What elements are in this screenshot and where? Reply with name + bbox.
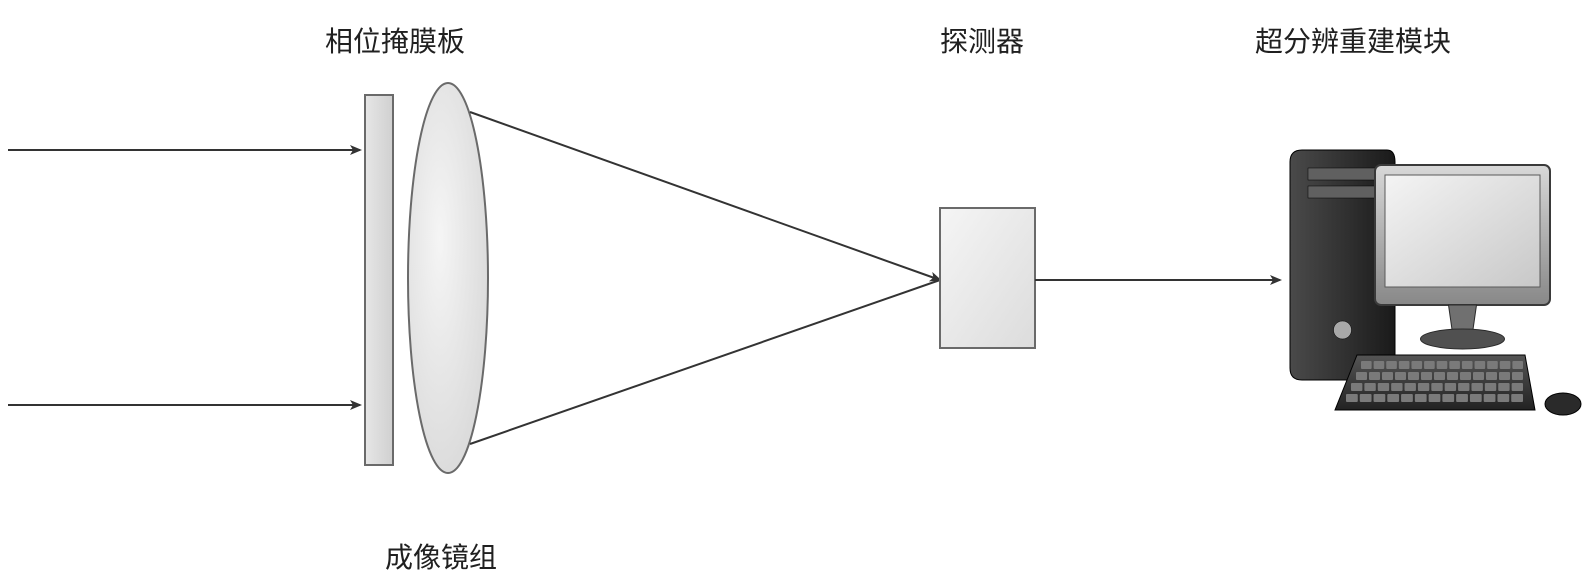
imaging-lens	[408, 83, 488, 473]
computer-icon	[1290, 150, 1581, 415]
ray-lens-top	[470, 112, 940, 280]
label-super-resolution-module: 超分辨重建模块	[1255, 20, 1451, 60]
label-phase-mask: 相位掩膜板	[325, 20, 465, 60]
ray-lens-bottom	[470, 280, 940, 444]
phase-mask-plate	[365, 95, 393, 465]
detector-rect	[940, 208, 1035, 348]
optical-diagram	[0, 0, 1590, 588]
label-detector: 探测器	[940, 20, 1024, 60]
label-imaging-lens-group: 成像镜组	[385, 536, 497, 576]
